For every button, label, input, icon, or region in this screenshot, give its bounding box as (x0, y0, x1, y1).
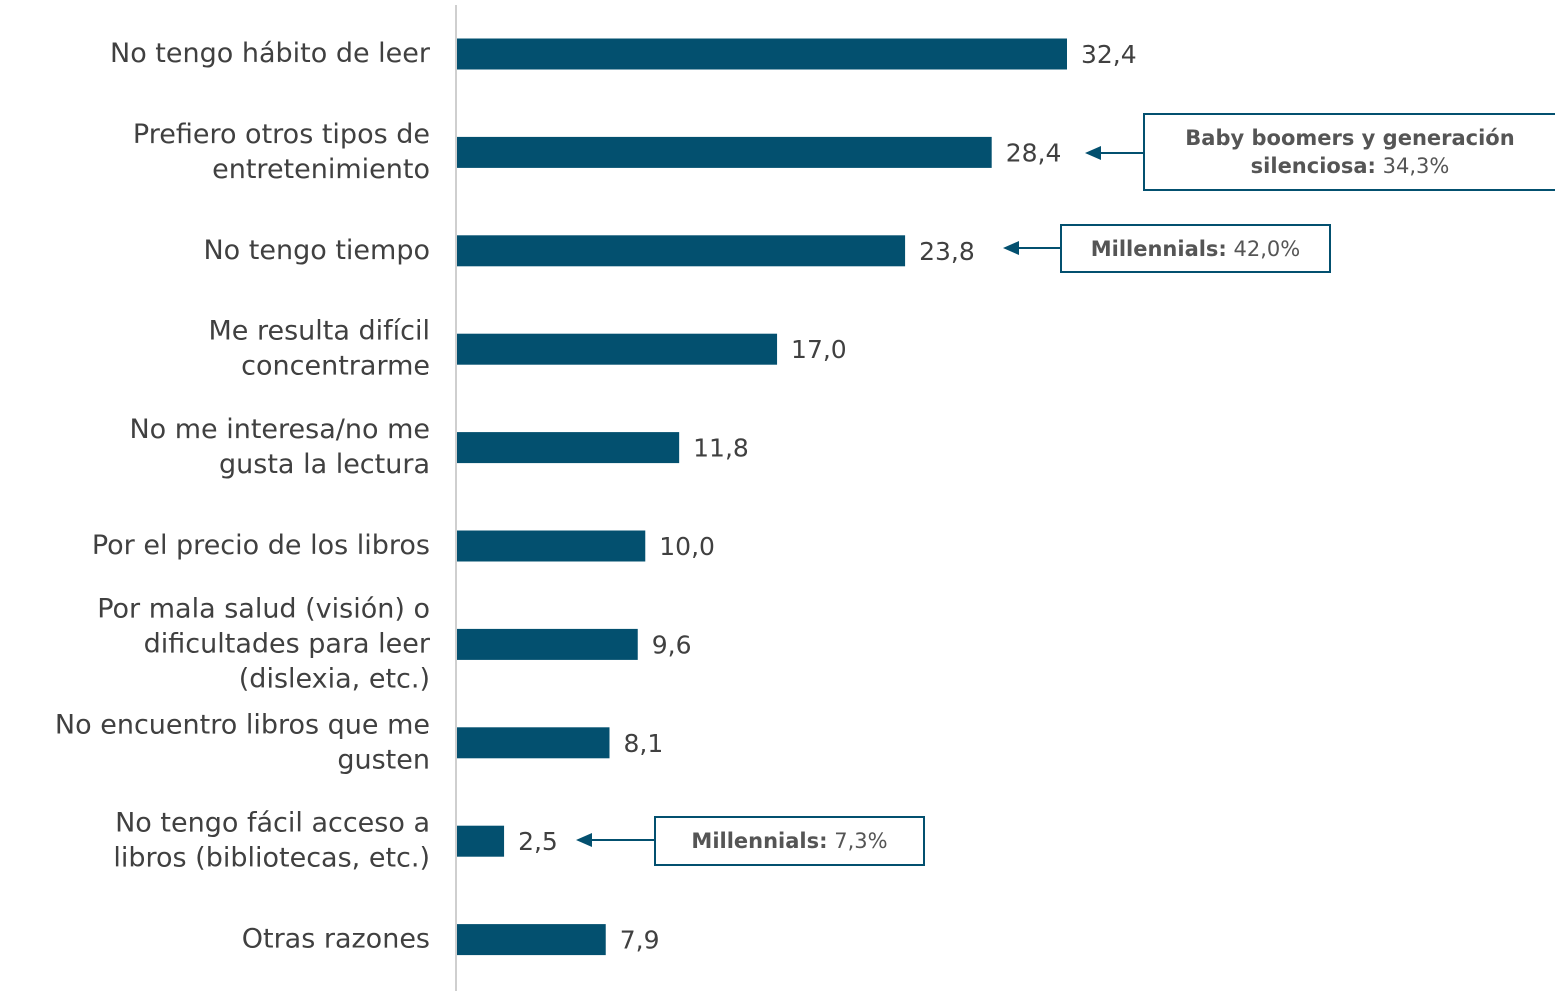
bar (457, 628, 638, 660)
category-label: Por el precio de los libros (92, 530, 430, 561)
category-label: No encuentro libros que me gusten (55, 709, 430, 775)
bar (457, 333, 778, 365)
bar (457, 825, 505, 857)
bar (457, 727, 610, 759)
bar (457, 38, 1067, 70)
bar (457, 432, 680, 464)
annotation-label: Millennials: (1090, 236, 1227, 261)
annotation-label: Millennials: (691, 829, 828, 853)
arrow-head (1085, 146, 1101, 160)
annotation-text: Millennials: 42,0% (1091, 235, 1301, 263)
category-label: No tengo fácil acceso a libros (bibliotec… (113, 807, 430, 873)
value-label: 23,8 (919, 237, 975, 266)
category-label: Me resulta difícil concentrarme (209, 315, 431, 381)
value-label: 28,4 (1006, 138, 1062, 167)
bar (457, 530, 646, 562)
category-label: No tengo hábito de leer (110, 38, 431, 69)
value-label: 8,1 (624, 729, 664, 758)
annotation-text: Baby boomers y generación silenciosa: 34… (1155, 124, 1545, 180)
bar (457, 924, 606, 956)
annotation-label: Baby boomers y generación silenciosa: (1185, 126, 1515, 178)
annotation-text: Millennials: 7,3% (691, 827, 887, 855)
arrow-head (1003, 241, 1019, 255)
value-label: 2,5 (518, 827, 558, 856)
category-label: Prefiero otros tipos de entretenimiento (133, 118, 430, 184)
annotation-value: 42,0% (1233, 236, 1301, 261)
category-label: Por mala salud (visión) o dificultades pa… (97, 593, 431, 694)
annotation-value: 34,3% (1382, 154, 1450, 178)
value-label: 11,8 (693, 434, 749, 463)
category-label: No tengo tiempo (203, 234, 430, 265)
annotation-box: Millennials: 7,3% (654, 816, 925, 866)
value-label: 10,0 (659, 532, 715, 561)
value-label: 17,0 (791, 335, 847, 364)
bar (457, 136, 992, 168)
category-label: Otras razones (242, 923, 430, 954)
annotation-value: 7,3% (834, 829, 888, 853)
annotation-box: Millennials: 42,0% (1060, 224, 1331, 273)
arrow-head (576, 833, 592, 847)
annotation-box: Baby boomers y generación silenciosa: 34… (1143, 113, 1555, 191)
value-label: 7,9 (620, 926, 660, 955)
value-label: 32,4 (1081, 40, 1137, 69)
value-label: 9,6 (652, 630, 692, 659)
bar (457, 235, 906, 267)
category-label: No me interesa/no me gusta la lectura (129, 414, 430, 480)
